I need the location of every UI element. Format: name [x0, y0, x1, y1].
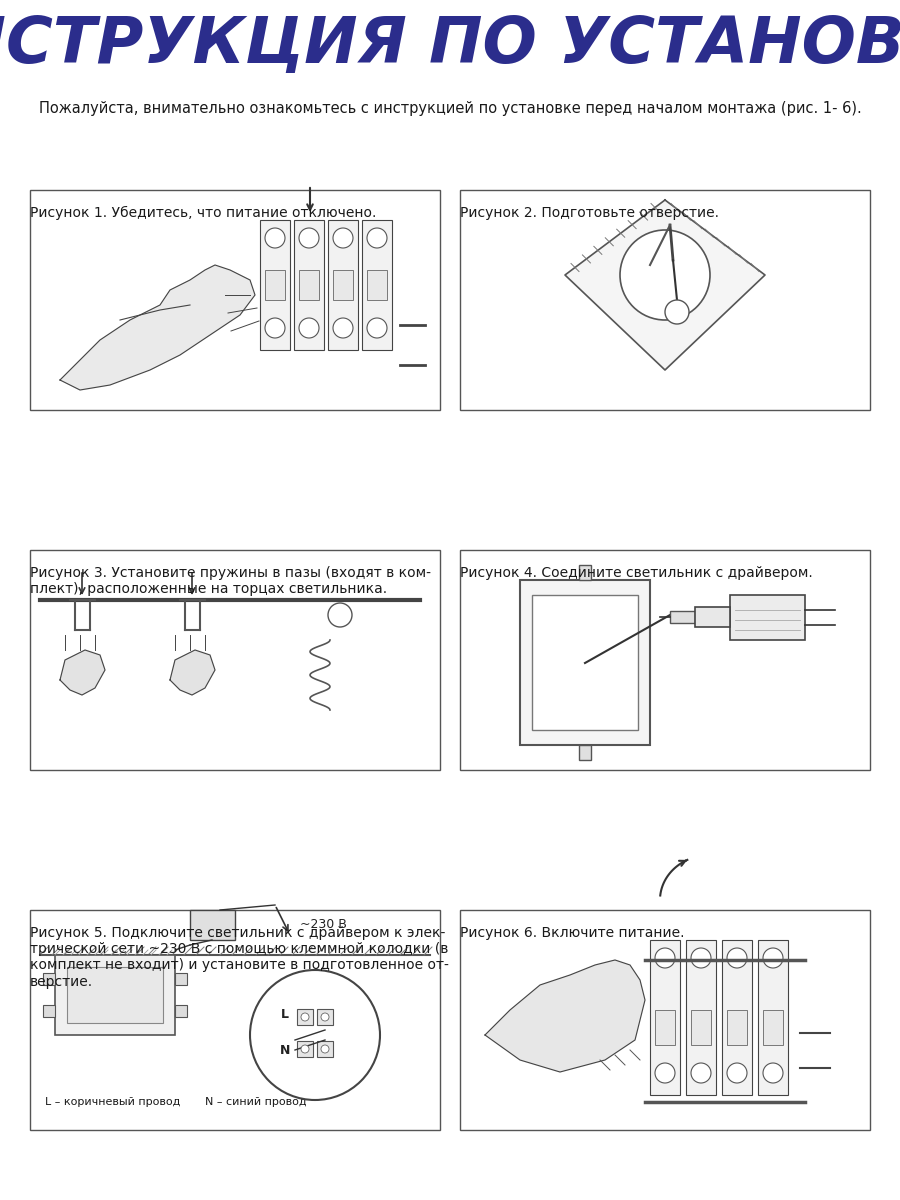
Circle shape — [665, 300, 689, 324]
Bar — [175, 973, 187, 985]
Circle shape — [265, 318, 285, 338]
Bar — [328, 220, 358, 350]
Circle shape — [727, 1063, 747, 1082]
Bar — [730, 595, 805, 640]
Circle shape — [333, 228, 353, 248]
Bar — [670, 611, 695, 623]
Polygon shape — [60, 265, 255, 390]
Bar — [367, 270, 387, 300]
Circle shape — [321, 1045, 329, 1054]
Bar — [579, 745, 591, 760]
Circle shape — [655, 948, 675, 968]
Bar — [260, 220, 290, 350]
Bar — [43, 973, 55, 985]
Bar — [317, 1009, 333, 1025]
Circle shape — [367, 228, 387, 248]
Bar — [722, 940, 752, 1094]
Circle shape — [250, 970, 380, 1100]
Bar — [520, 580, 650, 745]
Text: Рисунок 4. Соедините светильник с драйвером.: Рисунок 4. Соедините светильник с драйве… — [460, 566, 813, 580]
Polygon shape — [565, 200, 765, 370]
Bar — [30, 190, 440, 410]
Circle shape — [301, 1013, 309, 1021]
Bar — [362, 220, 392, 350]
Circle shape — [321, 1013, 329, 1021]
Bar — [460, 550, 870, 770]
Bar — [190, 910, 235, 940]
Bar — [265, 270, 285, 300]
Text: Рисунок 3. Установите пружины в пазы (входят в ком-
плект), расположенные на тор: Рисунок 3. Установите пружины в пазы (вх… — [30, 566, 431, 596]
Bar — [297, 1040, 313, 1057]
Text: ~230 В: ~230 В — [300, 918, 346, 931]
Bar — [763, 1010, 783, 1045]
Text: L – коричневый провод: L – коричневый провод — [45, 1097, 180, 1106]
Circle shape — [655, 1063, 675, 1082]
Bar — [579, 565, 591, 580]
Polygon shape — [60, 650, 105, 695]
Text: Рисунок 1. Убедитесь, что питание отключено.: Рисунок 1. Убедитесь, что питание отключ… — [30, 206, 376, 220]
Bar — [691, 1010, 711, 1045]
Bar — [460, 190, 870, 410]
Bar — [655, 1010, 675, 1045]
Text: Рисунок 2. Подготовьте отверстие.: Рисунок 2. Подготовьте отверстие. — [460, 206, 719, 220]
Bar — [532, 595, 638, 730]
Circle shape — [763, 1063, 783, 1082]
Text: N – синий провод: N – синий провод — [205, 1097, 307, 1106]
Bar — [317, 1040, 333, 1057]
Circle shape — [691, 948, 711, 968]
Bar — [43, 1006, 55, 1018]
Bar — [650, 940, 680, 1094]
Circle shape — [328, 602, 352, 626]
Circle shape — [763, 948, 783, 968]
Bar — [695, 607, 730, 626]
Bar — [686, 940, 716, 1094]
Bar — [460, 910, 870, 1130]
Bar — [758, 940, 788, 1094]
Circle shape — [727, 948, 747, 968]
Circle shape — [620, 230, 710, 320]
Text: Рисунок 5. Подключите светильник с драйвером к элек-
трической сети ~230 В с пом: Рисунок 5. Подключите светильник с драйв… — [30, 926, 449, 989]
Circle shape — [691, 1063, 711, 1082]
Bar — [55, 955, 175, 1034]
Bar — [294, 220, 324, 350]
Circle shape — [265, 228, 285, 248]
Bar — [30, 910, 440, 1130]
Text: Рисунок 6. Включите питание.: Рисунок 6. Включите питание. — [460, 926, 685, 940]
Bar — [727, 1010, 747, 1045]
Circle shape — [299, 318, 319, 338]
Text: ИНСТРУКЦИЯ ПО УСТАНОВКЕ: ИНСТРУКЦИЯ ПО УСТАНОВКЕ — [0, 14, 900, 76]
Circle shape — [299, 228, 319, 248]
Bar — [299, 270, 319, 300]
Bar — [333, 270, 353, 300]
Circle shape — [301, 1045, 309, 1054]
Bar — [297, 1009, 313, 1025]
Text: L: L — [281, 1008, 289, 1021]
Polygon shape — [170, 650, 215, 695]
Circle shape — [367, 318, 387, 338]
Circle shape — [333, 318, 353, 338]
Text: N: N — [280, 1044, 290, 1056]
Bar — [30, 550, 440, 770]
Bar — [67, 967, 163, 1022]
Bar — [175, 1006, 187, 1018]
Polygon shape — [485, 960, 645, 1072]
Text: Пожалуйста, внимательно ознакомьтесь с инструкцией по установке перед началом мо: Пожалуйста, внимательно ознакомьтесь с и… — [39, 101, 861, 115]
